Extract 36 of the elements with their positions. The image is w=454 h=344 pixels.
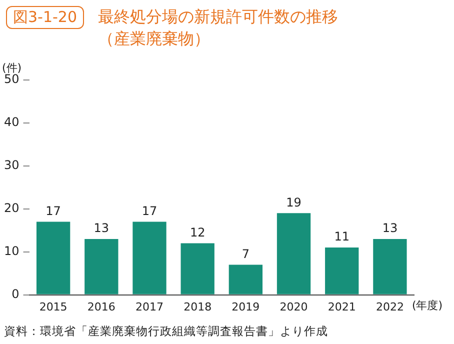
- data-label: 17: [142, 204, 158, 218]
- y-tick-label: 30: [4, 158, 20, 172]
- bar: [180, 243, 214, 294]
- data-label: 11: [334, 230, 350, 244]
- data-label: 19: [286, 195, 302, 210]
- data-label: 12: [190, 225, 206, 240]
- caption: 図3-1-20: [6, 6, 84, 29]
- bar: [84, 238, 118, 294]
- x-tick-label: 2016: [87, 300, 116, 314]
- bar: [373, 238, 407, 294]
- data-label: 13: [94, 221, 110, 236]
- y-tick-label: 50: [4, 72, 20, 86]
- bar: [36, 222, 70, 294]
- y-tick-label: 40: [4, 115, 20, 130]
- y-tick-label: 20: [4, 201, 20, 216]
- x-tick-label: 2017: [136, 300, 164, 314]
- x-tick-label: 2018: [184, 300, 212, 314]
- data-label: 17: [46, 204, 61, 218]
- chart-subtitle: （産業廃棄物）: [98, 28, 211, 50]
- text: 資料：環境省「産業廃棄物行政組織等調査報告書」より作成: [3, 323, 329, 339]
- x-tick-label: 2015: [39, 300, 68, 314]
- y-tick-label: 0: [12, 286, 20, 301]
- data-label: 13: [382, 221, 398, 236]
- bar: [276, 213, 311, 294]
- bar: [228, 264, 263, 294]
- bar: [325, 248, 359, 294]
- y-tick-label: 10: [4, 244, 20, 258]
- x-tick-label: 2021: [328, 300, 356, 314]
- y-axis-title: (件): [2, 61, 22, 74]
- x-tick-label: 2020: [280, 300, 308, 314]
- chart-title: 最終処分場の新規許可件数の推移: [98, 6, 338, 28]
- x-axis-title: (年度): [412, 299, 443, 312]
- data-label: 7: [242, 246, 250, 261]
- bar: [132, 222, 166, 294]
- x-tick-label: 2022: [376, 300, 404, 314]
- x-tick-label: 2019: [232, 300, 260, 314]
